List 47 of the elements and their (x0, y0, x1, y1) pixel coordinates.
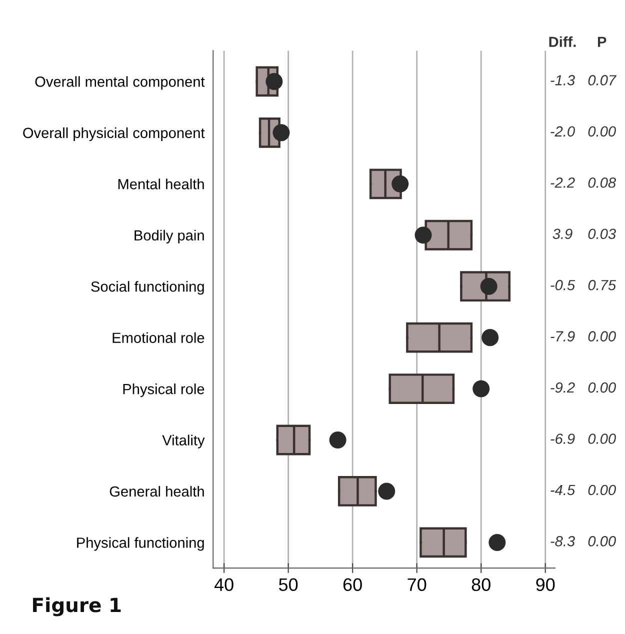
annotation: -0.5 (550, 280, 576, 290)
caption: Figure 1 (33, 597, 121, 616)
y-tick-label: Emotional role (112, 332, 204, 343)
text: 0.08 (588, 177, 616, 188)
annotation: -7.9 (550, 331, 575, 342)
point (414, 226, 432, 244)
point (482, 329, 499, 346)
y-tick-label: Overall mental component (35, 76, 205, 90)
y-tick-label: Physical role (123, 384, 204, 398)
text: 0.00 (588, 126, 616, 137)
text: 0.00 (588, 434, 616, 444)
point (329, 432, 346, 449)
x-tick-label: 70 (408, 578, 426, 592)
y-tick-label: Bodily pain (134, 230, 204, 244)
y-tick-label: Overall physicial component (23, 127, 205, 141)
y-tick-label: Physical functioning (77, 537, 204, 551)
x-tick-label: 60 (343, 578, 362, 592)
annotation: -8.3 (550, 536, 575, 546)
annotation: -4.5 (550, 484, 576, 496)
y-tick-label: Mental health (118, 178, 204, 190)
text: 0.03 (588, 228, 616, 240)
text: 0.07 (588, 75, 617, 86)
point (272, 124, 290, 142)
x-tick-label: 90 (536, 578, 555, 592)
point (378, 482, 396, 500)
annotation: -6.9 (550, 434, 575, 444)
text: Diff. (549, 36, 576, 47)
x-tick-label: 40 (214, 578, 234, 592)
annotation: -2.2 (550, 177, 575, 188)
text: 0.00 (588, 331, 616, 342)
y-tick-label: Vitality (162, 434, 205, 448)
point (472, 380, 490, 398)
annotation: -1.3 (550, 75, 575, 86)
text: 0.75 (588, 280, 616, 290)
y-tick-label: Social functioning (91, 281, 204, 295)
y-tick-label: General health (110, 486, 204, 497)
point (392, 175, 409, 192)
annotation: -9.2 (550, 382, 575, 393)
text: P (598, 36, 606, 47)
annotation: -2.0 (550, 126, 575, 137)
x-tick-label: 80 (472, 578, 490, 592)
annotation: 3.9 (552, 228, 572, 240)
x-tick-label: 50 (278, 578, 298, 592)
text: 0.00 (588, 484, 616, 496)
text: 0.00 (588, 536, 616, 546)
text: 0.00 (588, 382, 616, 393)
point (488, 534, 506, 551)
